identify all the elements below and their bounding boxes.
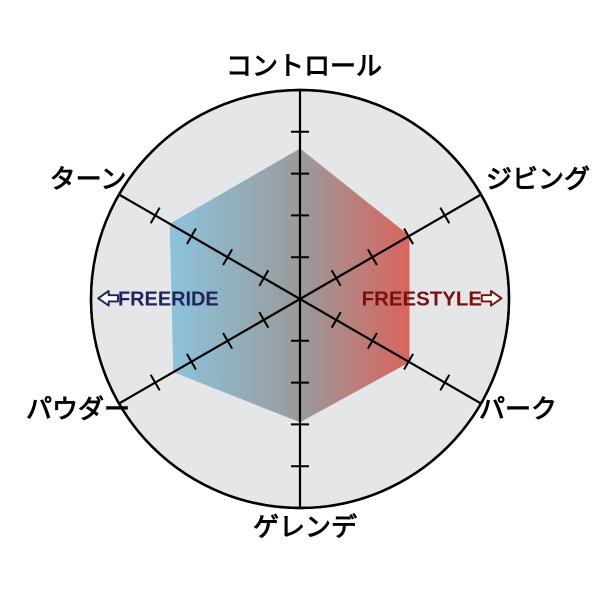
svg-text:ジビング: ジビング [486, 164, 590, 194]
svg-text:ゲレンデ: ゲレンデ [253, 512, 358, 542]
svg-text:パーク: パーク [479, 394, 557, 424]
svg-text:ターン: ターン [50, 164, 127, 194]
svg-text:FREERIDE: FREERIDE [118, 289, 219, 311]
svg-text:パウダー: パウダー [26, 394, 130, 424]
svg-text:FREESTYLE: FREESTYLE [362, 289, 482, 311]
svg-text:コントロール: コントロール [226, 51, 382, 81]
